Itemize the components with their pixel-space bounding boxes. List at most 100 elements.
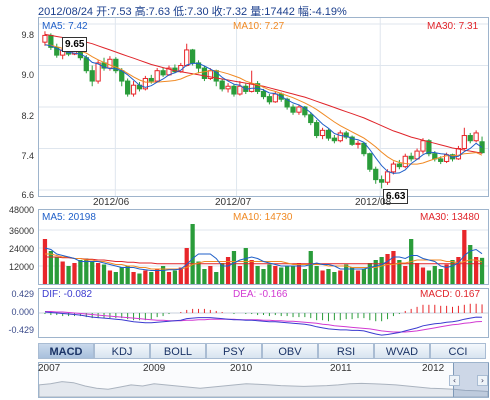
candle-body-17 xyxy=(142,77,148,90)
candle-body-54 xyxy=(361,142,367,155)
price-xtick-0: 2012/06 xyxy=(93,197,130,208)
candle-body-19 xyxy=(154,70,160,82)
volume-bar-31 xyxy=(225,257,231,284)
volume-bar-35 xyxy=(249,260,254,284)
candle-body-67 xyxy=(438,158,444,162)
volume-bar-59 xyxy=(391,251,396,284)
tab-macd[interactable]: MACD xyxy=(38,343,94,359)
volume-bar-41 xyxy=(285,266,290,284)
volume-bar-4 xyxy=(66,266,71,284)
volume-bar-12 xyxy=(113,272,118,284)
volume-bar-25 xyxy=(190,224,195,284)
macd-chart-svg xyxy=(39,303,488,336)
candle-body-56 xyxy=(373,168,379,181)
volume-bar-55 xyxy=(367,263,372,284)
candle-body-58 xyxy=(384,171,391,183)
volume-bar-63 xyxy=(414,263,420,284)
macd-value-label: MACD: 0.167 xyxy=(420,289,481,300)
tab-wvad[interactable]: WVAD xyxy=(374,343,430,359)
candle-body-52 xyxy=(349,136,355,145)
volume-bar-5 xyxy=(72,263,77,284)
candle-body-57 xyxy=(379,179,385,183)
candle-body-37 xyxy=(260,90,267,98)
tab-rsi[interactable]: RSI xyxy=(318,343,374,359)
volume-bar-0 xyxy=(42,239,48,284)
volume-bar-26 xyxy=(196,261,201,284)
volume-bar-56 xyxy=(373,260,378,284)
candle-body-50 xyxy=(337,132,343,142)
volume-bar-40 xyxy=(279,267,284,284)
price-ma30-label: MA30: 7.31 xyxy=(427,21,479,32)
volume-bar-21 xyxy=(166,272,172,284)
volume-bar-44 xyxy=(302,269,307,284)
quote-header: 2012/08/24 开:7.53 高:7.63 低:7.30 收:7.32 量… xyxy=(38,3,347,19)
volume-bar-48 xyxy=(326,269,331,284)
volume-bar-43 xyxy=(296,263,302,284)
candle-body-72 xyxy=(467,135,473,142)
range-handle-left-icon[interactable]: ‹ xyxy=(449,375,460,386)
volume-bar-39 xyxy=(273,266,278,284)
volume-bar-74 xyxy=(479,257,485,284)
volume-bar-10 xyxy=(101,264,107,284)
volume-bar-23 xyxy=(178,267,183,284)
volume-bar-64 xyxy=(420,267,426,284)
candle-body-25 xyxy=(189,49,196,64)
volume-top-label: 48000 xyxy=(8,205,34,215)
macd-ytick-2: -0.429 xyxy=(8,325,34,335)
volume-bar-72 xyxy=(468,245,473,284)
candle-body-43 xyxy=(296,106,302,113)
volume-bar-2 xyxy=(54,257,59,284)
candle-body-12 xyxy=(113,58,119,72)
volume-bar-67 xyxy=(438,269,443,284)
volume-bar-3 xyxy=(60,261,65,284)
candle-body-36 xyxy=(254,83,261,92)
price-ytick-4: 6.6 xyxy=(21,190,34,200)
volume-bar-20 xyxy=(160,266,166,284)
candle-body-53 xyxy=(355,142,361,145)
candle-body-49 xyxy=(331,137,338,142)
volume-bar-58 xyxy=(385,254,390,284)
tab-obv[interactable]: OBV xyxy=(262,343,318,359)
candle-body-35 xyxy=(249,83,255,92)
volume-ytick-1: 24000 xyxy=(8,244,34,254)
timeline-navigator[interactable]: ‹ › xyxy=(38,362,489,398)
macd-ytick-0: 0.429 xyxy=(11,289,34,299)
volume-bar-61 xyxy=(403,266,408,284)
candle-body-32 xyxy=(231,85,237,95)
candle-body-38 xyxy=(266,96,273,103)
price-xtick-2: 2012/08 xyxy=(355,197,392,208)
volume-ma5-label: MA5: 20198 xyxy=(42,212,96,223)
candle-body-11 xyxy=(107,58,113,69)
candle-body-8 xyxy=(89,70,95,82)
candle-body-62 xyxy=(408,155,414,160)
volume-bar-66 xyxy=(432,266,437,284)
volume-bar-65 xyxy=(426,270,432,284)
candle-body-31 xyxy=(225,85,231,90)
macd-dea-label: DEA: -0.166 xyxy=(233,289,288,300)
price-chart-svg xyxy=(39,18,488,196)
tab-boll[interactable]: BOLL xyxy=(150,343,206,359)
tab-cci[interactable]: CCI xyxy=(430,343,486,359)
volume-bar-60 xyxy=(397,260,402,284)
timeline-year-4: 2012 xyxy=(422,363,445,374)
volume-bar-27 xyxy=(202,269,207,284)
volume-bar-29 xyxy=(214,272,219,284)
range-handle-right-icon[interactable]: › xyxy=(477,375,488,386)
volume-ytick-0: 36000 xyxy=(8,226,34,236)
candle-body-45 xyxy=(308,114,314,124)
tab-kdj[interactable]: KDJ xyxy=(94,343,150,359)
volume-bar-33 xyxy=(237,266,242,284)
volume-ma5-line xyxy=(44,247,483,271)
candle-body-70 xyxy=(455,148,462,160)
candle-body-44 xyxy=(302,106,308,116)
tab-psy[interactable]: PSY xyxy=(206,343,262,359)
timeline-year-1: 2009 xyxy=(143,363,166,374)
candle-body-61 xyxy=(402,155,408,168)
volume-bar-14 xyxy=(125,266,130,284)
volume-bar-6 xyxy=(78,260,83,284)
volume-bar-46 xyxy=(314,266,319,284)
candle-body-73 xyxy=(473,132,479,142)
volume-bar-50 xyxy=(338,270,343,284)
volume-bar-36 xyxy=(255,266,260,284)
volume-bar-47 xyxy=(320,270,325,284)
